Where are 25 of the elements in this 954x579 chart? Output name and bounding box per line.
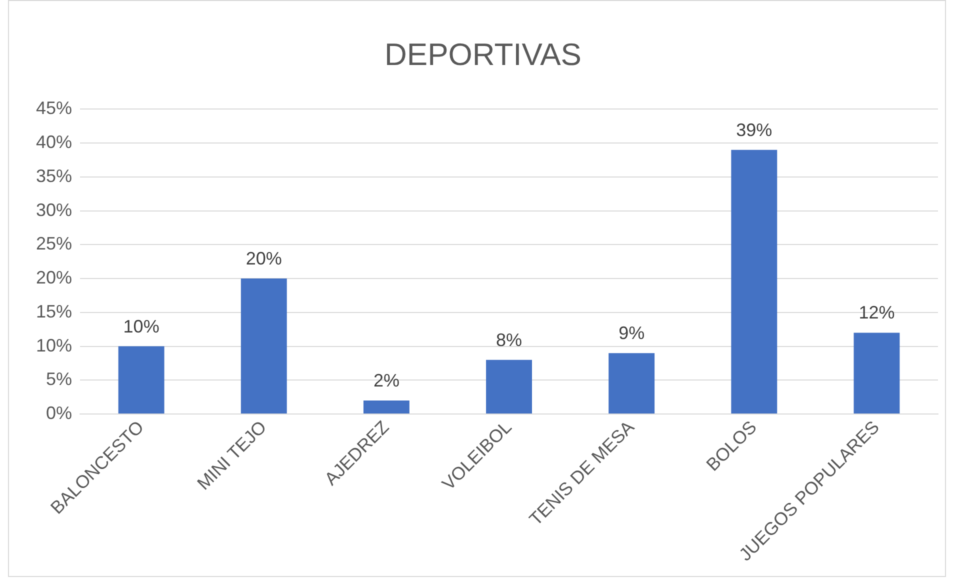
y-tick-label: 35%	[36, 166, 72, 186]
y-tick-label: 30%	[36, 200, 72, 220]
bar	[363, 400, 410, 414]
data-label: 12%	[858, 302, 895, 323]
chart-title: DEPORTIVAS	[384, 37, 582, 72]
y-tick-label: 40%	[36, 132, 72, 152]
bar	[608, 353, 655, 414]
y-tick-label: 45%	[36, 98, 72, 118]
y-tick-label: 5%	[46, 369, 72, 390]
data-label: 39%	[736, 120, 772, 140]
y-tick-label: 0%	[46, 403, 72, 424]
bar	[486, 360, 532, 414]
data-label: 20%	[246, 248, 282, 269]
data-label: 2%	[373, 370, 400, 390]
bar	[854, 332, 900, 414]
data-label: 9%	[618, 323, 645, 344]
bar	[118, 346, 164, 414]
y-tick-label: 20%	[36, 268, 72, 288]
data-label: 8%	[496, 330, 522, 350]
y-tick-label: 15%	[36, 301, 72, 322]
y-tick-label: 25%	[36, 234, 72, 254]
data-label: 10%	[123, 316, 160, 336]
bar	[731, 150, 778, 414]
y-tick-label: 10%	[36, 335, 72, 356]
bar	[240, 278, 287, 414]
